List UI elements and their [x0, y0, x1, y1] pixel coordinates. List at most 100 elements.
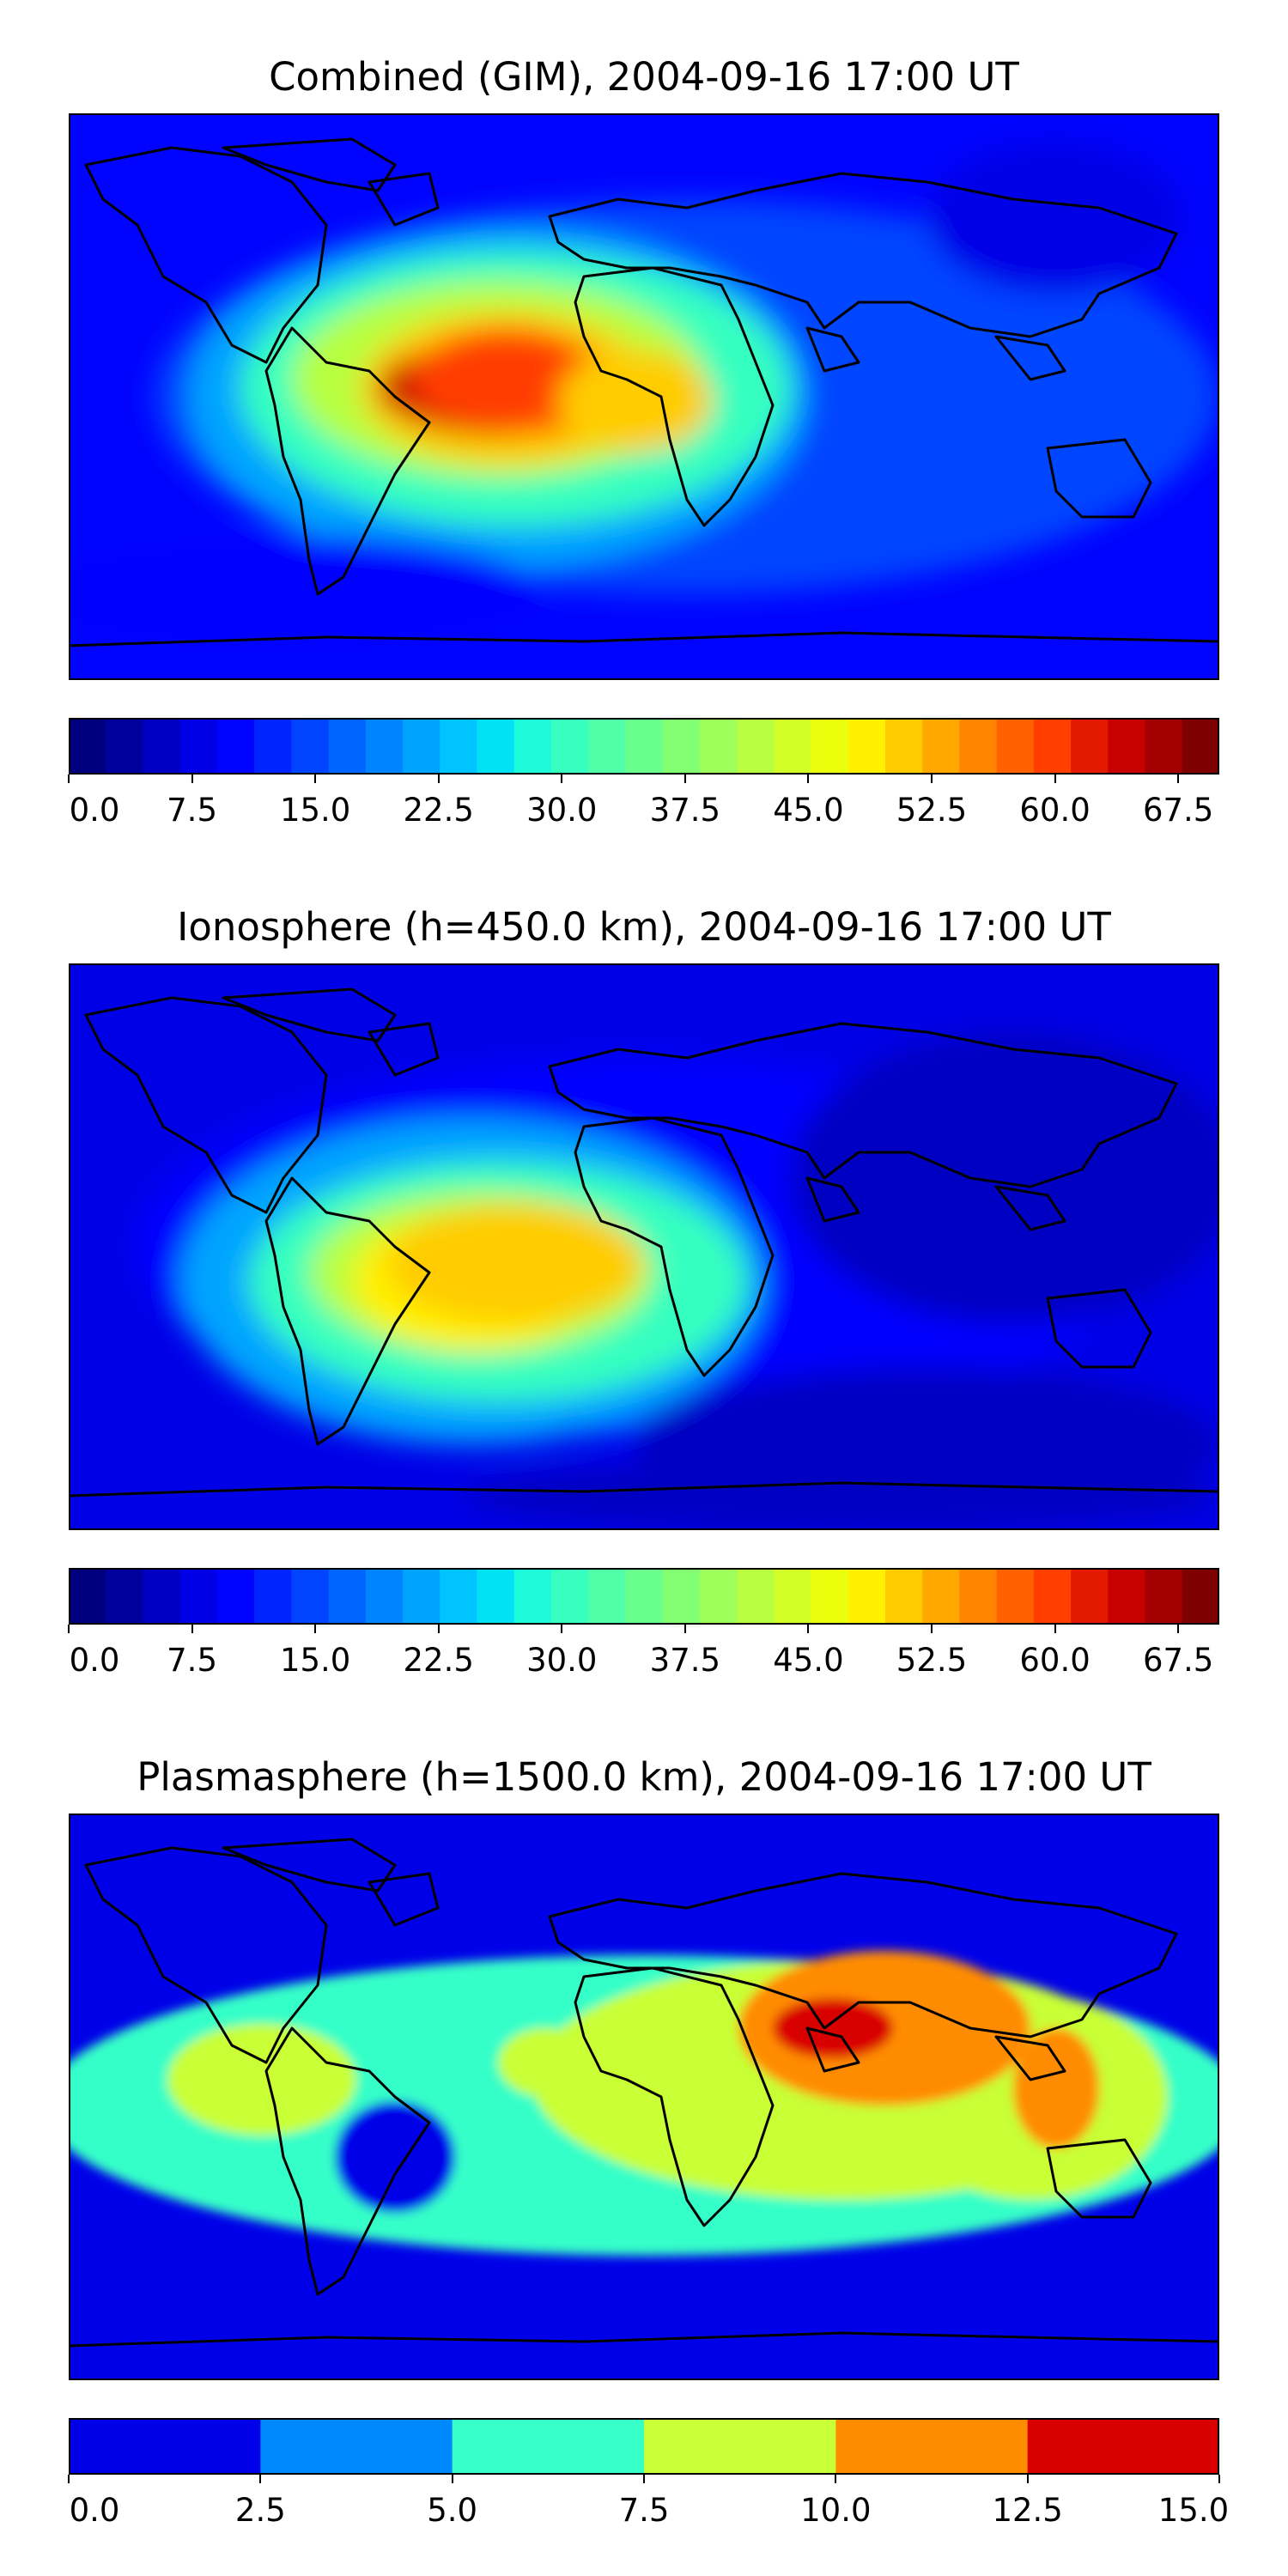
coastline	[264, 326, 431, 596]
colorbar-ticks: 0.0 7.5 15.0 22.5 30.0 37.5 45.0 52.5 60.0 67.5	[68, 1625, 1219, 1679]
colorbar-tick-label: 22.5	[403, 1642, 474, 1679]
contour-region	[498, 2028, 592, 2097]
map-frame	[69, 963, 1219, 1530]
heatmap-map	[69, 963, 1219, 1530]
coastline	[994, 2035, 1066, 2081]
colorbar-segment	[588, 1568, 626, 1625]
colorbar-segment	[774, 1568, 812, 1625]
colorbar-segment	[959, 718, 998, 775]
contour-region	[1013, 2028, 1099, 2148]
coastline	[264, 1176, 431, 1446]
coastline	[994, 335, 1066, 381]
colorbar-segment	[513, 1568, 552, 1625]
colorbar-segment	[440, 718, 477, 775]
colorbar-segment	[106, 718, 143, 775]
coastline	[69, 2331, 1219, 2348]
colorbar-segment	[69, 2418, 261, 2475]
colorbar-segment	[216, 718, 255, 775]
colorbar-tick-label: 15.0	[1157, 2492, 1230, 2529]
coastline	[1046, 2138, 1152, 2219]
colorbar-tick-mark	[68, 1625, 70, 1633]
colorbar-tick-mark	[683, 775, 686, 783]
colorbar-tick-label: 0.0	[69, 1642, 120, 1679]
coastline	[368, 1872, 440, 1927]
colorbar-tick-mark	[807, 775, 810, 783]
colorbar-tick-mark	[314, 775, 317, 783]
coastline	[84, 146, 328, 364]
colorbar-tick-mark	[191, 1625, 193, 1633]
contour-region	[167, 2024, 356, 2136]
colorbar-segment	[1027, 2418, 1219, 2475]
colorbar-tick-mark	[835, 2475, 837, 2483]
colorbar-segment	[106, 1568, 143, 1625]
colorbar-tick-label: 30.0	[526, 792, 598, 829]
coastline	[222, 137, 397, 192]
colorbar-tick-label: 7.5	[167, 792, 217, 829]
colorbar-segment	[848, 1568, 886, 1625]
colorbar-tick-label: 45.0	[773, 1642, 844, 1679]
colorbar-segment	[1033, 718, 1072, 775]
colorbar-tick-label: 5.0	[427, 2492, 478, 2529]
colorbar-segment	[477, 1568, 515, 1625]
colorbar-segment	[1033, 1568, 1072, 1625]
colorbar-tick-label: 10.0	[800, 2492, 872, 2529]
colorbar-tick-label: 15.0	[279, 1642, 351, 1679]
colorbar-tick-mark	[807, 1625, 810, 1633]
colorbar-tick-mark	[68, 775, 70, 783]
coastline	[548, 1022, 1178, 1188]
colorbar-segment	[328, 718, 367, 775]
colorbar-tick-label: 7.5	[167, 1642, 217, 1679]
coastline	[574, 266, 775, 527]
colorbar-segment	[1071, 1568, 1109, 1625]
colorbar-segment	[774, 718, 812, 775]
coastline	[805, 2026, 860, 2073]
colorbar-segment	[662, 1568, 701, 1625]
colorbar-segment	[625, 718, 664, 775]
contour-region	[386, 1204, 644, 1324]
coastline	[222, 987, 397, 1042]
coastline	[548, 1872, 1178, 2038]
chart-title: Plasmasphere (h=1500.0 km), 2004-09-16 1…	[137, 1754, 1151, 1800]
colorbar-tick-label: 45.0	[773, 792, 844, 829]
colorbar	[69, 1568, 1219, 1625]
contour-region	[927, 139, 1185, 294]
colorbar-segment	[216, 1568, 255, 1625]
coastline	[264, 2026, 431, 2296]
colorbar-segment	[440, 1568, 477, 1625]
coastline	[548, 172, 1178, 338]
colorbar-segment	[959, 1568, 998, 1625]
colorbar-tick-mark	[1054, 775, 1056, 783]
colorbar-segment	[550, 718, 589, 775]
colorbar-tick-mark	[1026, 2475, 1029, 2483]
coastline	[574, 1116, 775, 1377]
colorbar-segment	[452, 2418, 645, 2475]
colorbar-tick-mark	[1054, 1625, 1056, 1633]
colorbar-tick-label: 67.5	[1142, 792, 1214, 829]
colorbar-tick-mark	[1218, 2475, 1220, 2483]
colorbar-tick-label: 60.0	[1019, 1642, 1091, 1679]
colorbar-segment	[922, 718, 960, 775]
colorbar-tick-label: 60.0	[1019, 792, 1091, 829]
coastline	[69, 631, 1219, 647]
colorbar-tick-label: 30.0	[526, 1642, 598, 1679]
colorbar-frame	[69, 2418, 1219, 2475]
coastline	[1046, 438, 1152, 519]
colorbar-segment	[1145, 1568, 1183, 1625]
colorbar-tick-mark	[931, 775, 933, 783]
chart-title: Combined (GIM), 2004-09-16 17:00 UT	[269, 54, 1019, 100]
colorbar-segment	[69, 718, 106, 775]
colorbar-segment	[254, 718, 292, 775]
colorbar-tick-mark	[1177, 1625, 1180, 1633]
colorbar-segment	[260, 2418, 453, 2475]
coastline	[222, 1838, 397, 1893]
colorbar-tick-label: 37.5	[649, 1642, 721, 1679]
colorbar-segment	[179, 1568, 218, 1625]
colorbar-tick-label: 52.5	[896, 792, 968, 829]
colorbar-tick-label: 0.0	[69, 792, 120, 829]
coastline	[805, 1176, 860, 1223]
colorbar-segment	[1182, 718, 1219, 775]
coastline	[84, 1846, 328, 2064]
colorbar-segment	[1145, 718, 1183, 775]
colorbar-segment	[662, 718, 701, 775]
colorbar-tick-label: 15.0	[279, 792, 351, 829]
